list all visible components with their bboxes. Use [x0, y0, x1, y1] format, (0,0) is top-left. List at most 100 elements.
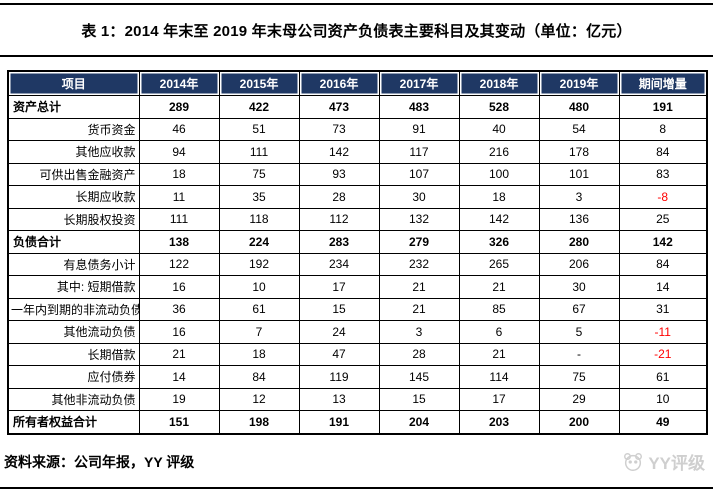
table-row: 应付债券 14 84 119 145 114 75 61 [7, 365, 708, 389]
value-cell: 61 [618, 365, 708, 389]
value-cell: 10 [218, 275, 300, 299]
value-cell: -8 [618, 185, 708, 209]
value-cell: 198 [218, 410, 300, 434]
bottom-rule [0, 487, 713, 489]
value-cell: 142 [458, 207, 540, 231]
table-row: 其他流动负债 16 7 24 3 6 5 -11 [7, 320, 708, 344]
value-cell: 191 [618, 95, 708, 119]
value-cell: 85 [458, 297, 540, 321]
table-row: 货币资金 46 51 73 91 40 54 8 [7, 117, 708, 141]
value-cell: 480 [538, 95, 620, 119]
table-row: 所有者权益合计 151 198 191 204 203 200 49 [7, 410, 708, 434]
column-header: 2018年 [458, 70, 540, 96]
value-cell: 73 [298, 117, 380, 141]
row-label-cell: 可供出售金融资产 [7, 162, 140, 186]
value-cell: 28 [378, 342, 460, 366]
column-header: 2014年 [138, 70, 220, 96]
table-row: 可供出售金融资产 18 75 93 107 100 101 83 [7, 162, 708, 186]
table-row: 资产总计 289 422 473 483 528 480 191 [7, 95, 708, 119]
value-cell: 21 [138, 342, 220, 366]
yy-rating-logo: YY评级 [622, 449, 705, 474]
value-cell: 473 [298, 95, 380, 119]
column-header: 项目 [7, 70, 140, 96]
table-row: 长期应收款 11 35 28 30 18 3 -8 [7, 185, 708, 209]
value-cell: 132 [378, 207, 460, 231]
value-cell: 3 [378, 320, 460, 344]
value-cell: 136 [538, 207, 620, 231]
value-cell: 111 [218, 140, 300, 164]
value-cell: 118 [218, 207, 300, 231]
column-header: 2019年 [538, 70, 620, 96]
table-row: 长期借款 21 18 47 28 21- -21 [7, 342, 708, 366]
value-cell: 18 [138, 162, 220, 186]
value-cell: 265 [458, 252, 540, 276]
value-cell: 280 [538, 230, 620, 254]
value-cell: 16 [138, 275, 220, 299]
value-cell: 35 [218, 185, 300, 209]
value-cell: 83 [618, 162, 708, 186]
value-cell: 122 [138, 252, 220, 276]
value-cell: 422 [218, 95, 300, 119]
value-cell: 119 [298, 365, 380, 389]
value-cell: 232 [378, 252, 460, 276]
value-cell: 224 [218, 230, 300, 254]
value-cell: 192 [218, 252, 300, 276]
value-cell: 5 [538, 320, 620, 344]
value-cell: 528 [458, 95, 540, 119]
value-cell: 178 [538, 140, 620, 164]
value-cell: 31 [618, 297, 708, 321]
table-row: 一年内到期的非流动负债 36 61 15 21 85 67 31 [7, 297, 708, 321]
yy-logo-panda-icon [622, 451, 644, 473]
value-cell: 100 [458, 162, 540, 186]
table-row: 有息债务小计 122 192 234 232 265 206 84 [7, 252, 708, 276]
value-cell: 75 [538, 365, 620, 389]
row-label-cell: 资产总计 [7, 95, 140, 119]
value-cell: 18 [458, 185, 540, 209]
row-label-cell: 其他流动负债 [7, 320, 140, 344]
column-header: 期间增量 [618, 70, 708, 96]
column-header: 2015年 [218, 70, 300, 96]
value-cell: 54 [538, 117, 620, 141]
value-cell: 84 [218, 365, 300, 389]
row-label-cell: 其他应收款 [7, 140, 140, 164]
value-cell: 204 [378, 410, 460, 434]
top-rule [0, 3, 713, 5]
row-label-cell: 长期应收款 [7, 185, 140, 209]
value-cell: 46 [138, 117, 220, 141]
value-cell: 283 [298, 230, 380, 254]
table-row: 负债合计 138 224 283 279 326 280 142 [7, 230, 708, 254]
value-cell: 11 [138, 185, 220, 209]
value-cell: 84 [618, 252, 708, 276]
value-cell: 15 [378, 387, 460, 411]
value-cell: 101 [538, 162, 620, 186]
value-cell: 29 [538, 387, 620, 411]
value-cell: 91 [378, 117, 460, 141]
value-cell: 114 [458, 365, 540, 389]
value-cell: 19 [138, 387, 220, 411]
value-cell: 17 [298, 275, 380, 299]
row-label-cell: 其他非流动负债 [7, 387, 140, 411]
value-cell: 14 [138, 365, 220, 389]
source-note: 资料来源：公司年报，YY 评级 [4, 454, 195, 470]
table-header-row: 项目 2014年 2015年 2016年 2017年 2018年 2019年 期间增量 [7, 70, 708, 96]
value-cell: 107 [378, 162, 460, 186]
value-cell: 216 [458, 140, 540, 164]
value-cell: - [538, 342, 620, 366]
value-cell: 289 [138, 95, 220, 119]
row-label-cell: 所有者权益合计 [7, 410, 140, 434]
value-cell: 7 [218, 320, 300, 344]
row-label-cell: 负债合计 [7, 230, 140, 254]
value-cell: 24 [298, 320, 380, 344]
value-cell: 18 [218, 342, 300, 366]
value-cell: 51 [218, 117, 300, 141]
value-cell: 151 [138, 410, 220, 434]
value-cell: 279 [378, 230, 460, 254]
value-cell: 138 [138, 230, 220, 254]
value-cell: 203 [458, 410, 540, 434]
table-row: 长期股权投资 111 118 112 132 142 136 25 [7, 207, 708, 231]
value-cell: 234 [298, 252, 380, 276]
value-cell: 206 [538, 252, 620, 276]
value-cell: 21 [458, 275, 540, 299]
value-cell: 12 [218, 387, 300, 411]
